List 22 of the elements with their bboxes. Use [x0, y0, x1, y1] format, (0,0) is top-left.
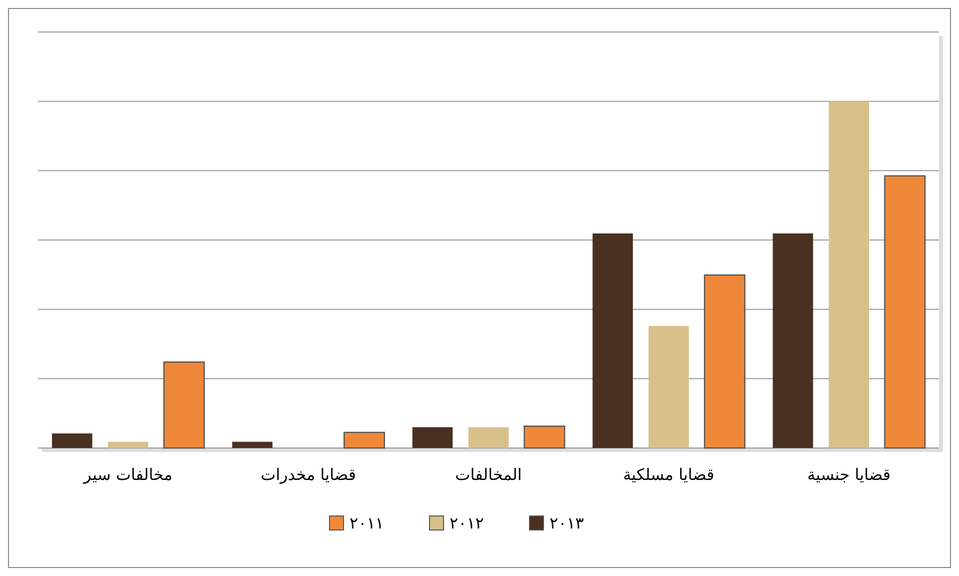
- bar: [108, 442, 148, 448]
- legend-label: ٢٠١٢: [450, 514, 484, 533]
- x-tick-label: قضايا مخدرات: [260, 465, 356, 484]
- bar: [468, 427, 509, 448]
- bar: [412, 427, 453, 448]
- x-tick-label: مخالفات سير: [82, 465, 173, 484]
- x-tick-label: المخالفات: [455, 465, 522, 484]
- bar: [884, 175, 926, 449]
- x-tick-label: قضايا مسلكية: [623, 465, 714, 484]
- bar: [52, 433, 92, 448]
- bar: [524, 426, 566, 449]
- bar: [232, 442, 272, 448]
- x-tick-label: قضايا جنسية: [807, 465, 891, 484]
- bar: [772, 233, 814, 448]
- bar: [648, 326, 689, 448]
- bar: [163, 361, 205, 449]
- bar: [828, 101, 870, 448]
- bar: [592, 233, 633, 448]
- legend-label: ٢٠١٣: [550, 514, 584, 533]
- bar: [344, 432, 386, 449]
- bar: [704, 274, 746, 449]
- legend-label: ٢٠١١: [350, 514, 384, 533]
